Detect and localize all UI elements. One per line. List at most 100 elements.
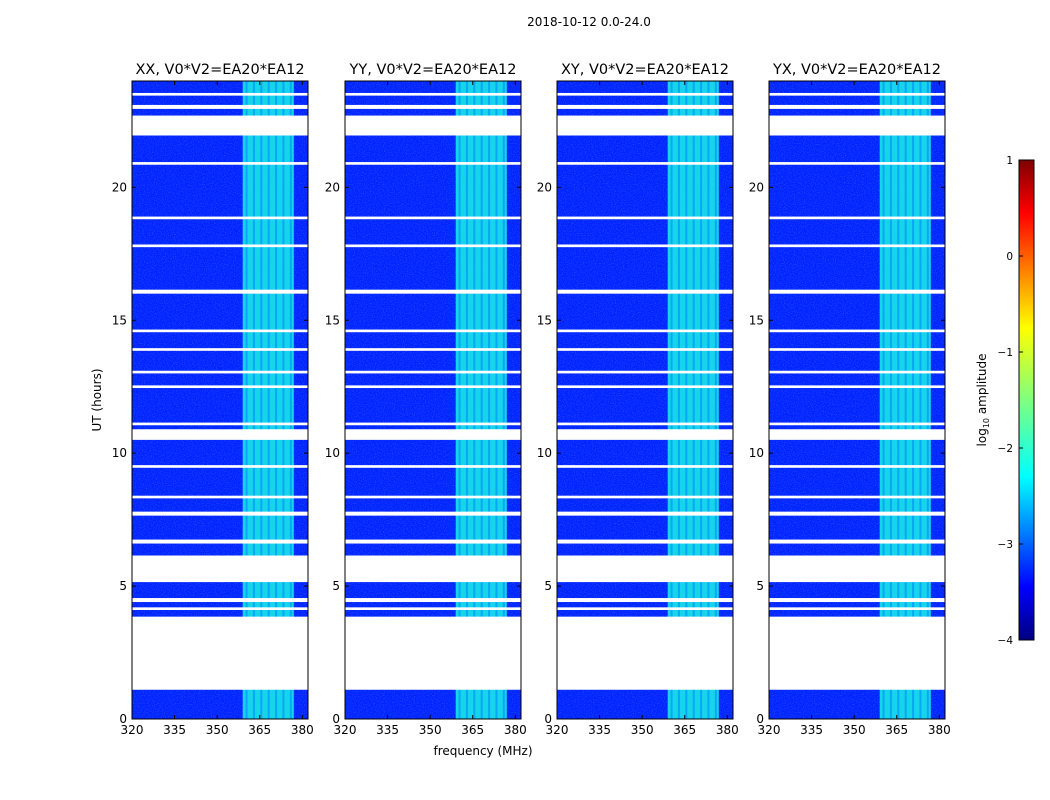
flagged-range	[132, 385, 308, 389]
flagged-range	[132, 539, 308, 544]
flagged-range	[557, 607, 733, 611]
x-tick-label: 380	[504, 723, 527, 737]
rfi-stripe	[289, 81, 292, 719]
x-tick-label: 350	[206, 723, 229, 737]
flagged-range	[769, 422, 945, 426]
rfi-stripe	[714, 81, 717, 719]
x-tick-label: 350	[631, 723, 654, 737]
flagged-range	[557, 429, 733, 440]
flagged-range	[345, 115, 521, 136]
rfi-stripe	[260, 81, 263, 719]
rfi-stripe	[502, 81, 505, 719]
x-tick-label: 335	[800, 723, 823, 737]
colorbar-tick-label: 1	[1006, 155, 1013, 167]
flagged-range	[557, 616, 733, 690]
y-tick-label: 10	[537, 446, 552, 460]
flagged-range	[769, 607, 945, 611]
flagged-range	[769, 495, 945, 499]
y-tick-label: 15	[112, 313, 127, 327]
flagged-range	[769, 511, 945, 516]
flagged-range	[132, 616, 308, 690]
y-axis-label: UT (hours)	[90, 368, 104, 431]
flagged-range	[769, 92, 945, 96]
panel-3: XY, V0*V2=EA20*EA12 320 335 350 365 380 0 5 10 15…	[537, 62, 739, 737]
x-tick-label: 380	[291, 723, 314, 737]
rfi-stripe	[904, 81, 907, 719]
flagged-range	[769, 244, 945, 248]
flagged-range	[132, 429, 308, 440]
panel-frame	[344, 80, 522, 720]
flagged-range	[557, 370, 733, 374]
flagged-range	[345, 162, 521, 165]
flagged-range	[557, 244, 733, 248]
rfi-stripe	[488, 81, 491, 719]
panel-frame	[556, 80, 734, 720]
flagged-range	[132, 289, 308, 294]
y-tick-label: 20	[537, 180, 552, 194]
colorbar-tick-label: −2	[998, 443, 1013, 455]
colorbar-tick-label: −3	[998, 539, 1013, 551]
x-tick-label: 350	[419, 723, 442, 737]
flagged-range	[132, 422, 308, 426]
rfi-stripe	[267, 81, 270, 719]
flagged-range	[132, 348, 308, 351]
y-tick-label: 20	[749, 180, 764, 194]
y-tick-label: 10	[112, 446, 127, 460]
panel-title: XX, V0*V2=EA20*EA12	[135, 62, 304, 78]
flagged-range	[132, 104, 308, 109]
flagged-range	[557, 115, 733, 136]
flagged-range	[345, 385, 521, 389]
flagged-range	[769, 385, 945, 389]
flagged-range	[769, 115, 945, 136]
flagged-range	[345, 616, 521, 690]
x-tick-label: 335	[163, 723, 186, 737]
x-tick-label: 365	[248, 723, 271, 737]
y-tick-label: 20	[112, 180, 127, 194]
rfi-stripe	[670, 81, 673, 719]
rfi-stripe	[495, 81, 498, 719]
colorbar-label: log10 amplitude	[975, 354, 991, 447]
flagged-range	[132, 598, 308, 603]
flagged-range	[769, 616, 945, 690]
flagged-range	[557, 539, 733, 544]
panel-1: XX, V0*V2=EA20*EA12 320 335 350 365 380 0 5 10 15…	[112, 62, 314, 737]
rfi-stripe	[897, 81, 900, 719]
rfi-stripe	[912, 81, 915, 719]
x-tick-label: 320	[758, 723, 781, 737]
flagged-range	[345, 465, 521, 468]
flagged-range	[345, 329, 521, 333]
y-tick-label: 0	[544, 712, 552, 726]
flagged-range	[345, 511, 521, 516]
rfi-stripe	[465, 81, 468, 719]
x-tick-label: 350	[843, 723, 866, 737]
flagged-range	[345, 607, 521, 611]
rfi-stripe	[275, 81, 278, 719]
y-tick-label: 5	[756, 579, 764, 593]
y-tick-label: 5	[544, 579, 552, 593]
flagged-range	[132, 555, 308, 583]
flagged-range	[769, 216, 945, 220]
flagged-range	[345, 429, 521, 440]
flagged-range	[557, 92, 733, 96]
rfi-stripe	[882, 81, 885, 719]
rfi-stripe	[480, 81, 483, 719]
panel-title: YX, V0*V2=EA20*EA12	[772, 62, 941, 78]
flagged-range	[557, 385, 733, 389]
rfi-stripe	[252, 81, 255, 719]
x-tick-label: 320	[334, 723, 357, 737]
flagged-range	[557, 465, 733, 468]
x-tick-label: 365	[885, 723, 908, 737]
flagged-range	[132, 465, 308, 468]
flagged-range	[132, 244, 308, 248]
rfi-stripe	[458, 81, 461, 719]
flagged-range	[345, 216, 521, 220]
panel-frame	[768, 80, 946, 720]
panels-group: XX, V0*V2=EA20*EA12 320 335 350 365 380 0 5 10 15…	[112, 62, 951, 737]
flagged-range	[557, 216, 733, 220]
rfi-stripe	[282, 81, 285, 719]
flagged-range	[345, 244, 521, 248]
flagged-range	[345, 555, 521, 583]
flagged-range	[769, 289, 945, 294]
x-tick-label: 335	[376, 723, 399, 737]
